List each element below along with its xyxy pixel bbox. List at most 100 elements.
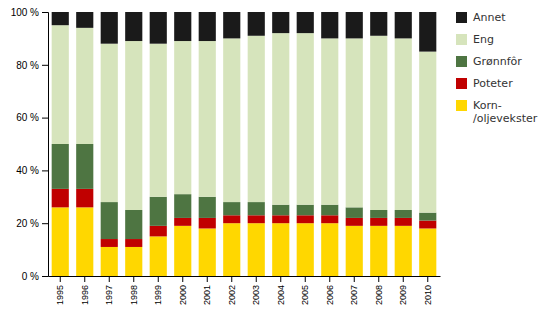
bar-segment <box>52 144 69 189</box>
series <box>52 25 437 212</box>
bar-segment <box>321 223 338 276</box>
bar-segment <box>395 38 412 210</box>
x-tick: 2001 <box>202 276 212 305</box>
legend-swatch <box>456 100 467 111</box>
bar-segment <box>150 44 167 197</box>
y-tick-label: 20 % <box>16 218 39 229</box>
bar-segment <box>150 197 167 226</box>
x-tick-mark <box>60 276 61 282</box>
y-tick: 20 % <box>16 218 48 229</box>
bar-segment <box>419 228 436 276</box>
chart: 1995199619971998199920002001200220032004… <box>0 0 560 318</box>
bar-segment <box>199 12 216 41</box>
bar-segment <box>346 218 363 226</box>
legend-swatch <box>456 56 467 67</box>
legend-label: Eng <box>473 33 494 46</box>
bar-segment <box>52 12 69 25</box>
legend-label-line: Eng <box>473 33 494 46</box>
x-tick-label: 1997 <box>104 285 114 305</box>
bar-segment <box>150 236 167 276</box>
bar-segment <box>125 12 142 41</box>
x-tick: 1996 <box>80 276 90 305</box>
bar-segment <box>272 223 289 276</box>
bar-segment <box>395 210 412 218</box>
bar-segment <box>248 215 265 223</box>
bar-segment <box>395 12 412 38</box>
bar-segment <box>321 205 338 216</box>
bar-segment <box>272 215 289 223</box>
x-tick-label: 2007 <box>349 285 359 305</box>
legend-item: Korn-/oljevekster <box>456 99 538 125</box>
x-tick-mark <box>158 276 159 282</box>
y-tick-label: 100 % <box>11 7 39 18</box>
x-tick-mark <box>84 276 85 282</box>
y-tick-mark <box>42 170 48 171</box>
x-tick: 2009 <box>398 276 408 305</box>
x-tick: 2000 <box>178 276 188 305</box>
bar-segment <box>76 144 93 189</box>
bar-segment <box>199 228 216 276</box>
bar-segment <box>248 202 265 215</box>
y-tick-mark <box>42 276 48 277</box>
y-tick-label: 0 % <box>22 271 39 282</box>
bar-segment <box>199 197 216 218</box>
bar-segment <box>395 218 412 226</box>
bar-segment <box>52 207 69 276</box>
bar-segment <box>223 215 240 223</box>
bar-segment <box>223 223 240 276</box>
x-tick-mark <box>329 276 330 282</box>
bar-segment <box>370 36 387 210</box>
bar-segment <box>174 41 191 194</box>
x-tick-mark <box>354 276 355 282</box>
legend-item: Poteter <box>456 77 513 90</box>
bar-segment <box>419 213 436 221</box>
x-tick-label: 2003 <box>251 285 261 305</box>
plot: 1995199619971998199920002001200220032004… <box>11 7 441 305</box>
bar-segment <box>101 239 118 247</box>
bar-segment <box>76 189 93 207</box>
bar-segment <box>272 33 289 205</box>
bar-segment <box>248 12 265 36</box>
bar-segment <box>150 12 167 44</box>
bar-segment <box>346 12 363 38</box>
x-tick: 2002 <box>227 276 237 305</box>
bar-segment <box>346 38 363 207</box>
bar-segment <box>223 38 240 202</box>
y-tick: 0 % <box>22 271 48 282</box>
x-tick: 1998 <box>129 276 139 305</box>
y-tick-mark <box>42 12 48 13</box>
bar-segment <box>199 41 216 197</box>
legend-label: Grønnfôr <box>473 55 522 68</box>
y-axis: 0 %20 %40 %60 %80 %100 % <box>11 7 49 282</box>
x-tick-mark <box>280 276 281 282</box>
bar-segment <box>101 247 118 276</box>
legend: AnnetEngGrønnfôrPoteterKorn-/oljevekster <box>456 11 538 125</box>
x-tick-mark <box>305 276 306 282</box>
bar-segment <box>125 239 142 247</box>
bar-segment <box>370 12 387 36</box>
x-tick-label: 2005 <box>300 285 310 305</box>
legend-item: Eng <box>456 33 494 46</box>
bar-segment <box>370 218 387 226</box>
x-tick-label: 2002 <box>227 285 237 305</box>
bar-segment <box>125 210 142 239</box>
y-tick-label: 40 % <box>16 165 39 176</box>
bar-segment <box>272 12 289 33</box>
y-tick-mark <box>42 118 48 119</box>
x-tick-mark <box>182 276 183 282</box>
x-tick: 1999 <box>153 276 163 305</box>
legend-label-line: Grønnfôr <box>473 55 522 68</box>
bar-segment <box>248 223 265 276</box>
bar-segment <box>125 247 142 276</box>
legend-swatch <box>456 34 467 45</box>
x-tick-label: 2004 <box>276 285 286 305</box>
x-tick-label: 2001 <box>202 285 212 305</box>
x-tick-label: 2000 <box>178 285 188 305</box>
y-tick: 80 % <box>16 60 48 71</box>
bar-segment <box>370 210 387 218</box>
bar-segment <box>346 226 363 276</box>
x-tick-mark <box>133 276 134 282</box>
x-tick: 2010 <box>423 276 433 305</box>
bar-segment <box>174 218 191 226</box>
bar-segment <box>199 218 216 229</box>
